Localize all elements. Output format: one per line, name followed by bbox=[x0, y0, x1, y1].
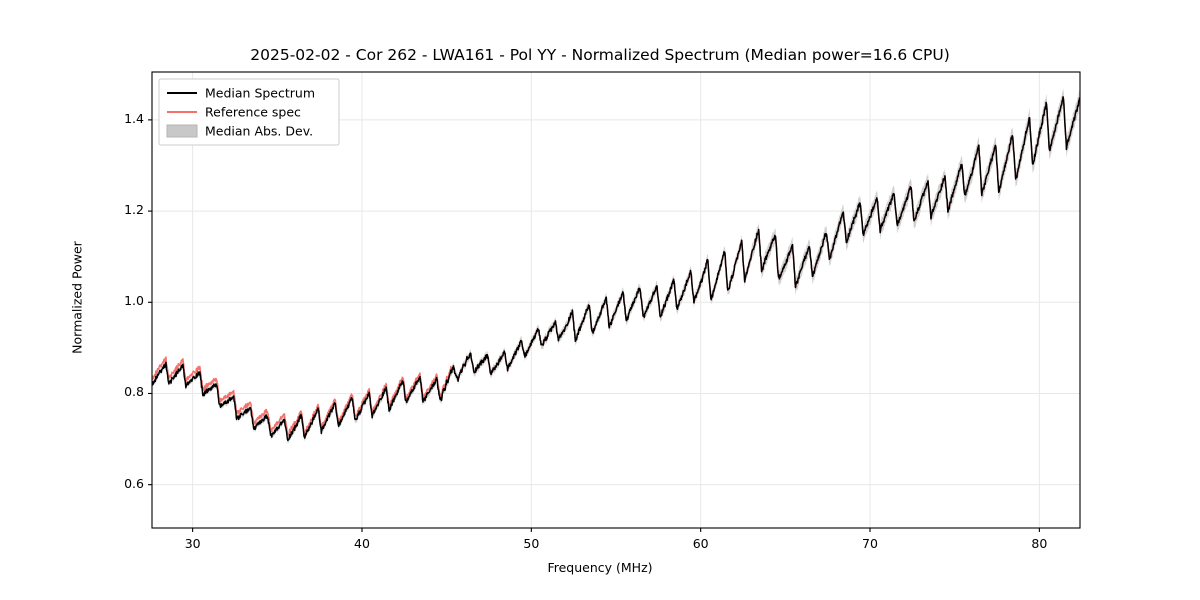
x-tick-label: 60 bbox=[692, 536, 709, 551]
chart-title: 2025-02-02 - Cor 262 - LWA161 - Pol YY -… bbox=[250, 46, 950, 64]
x-tick-label: 70 bbox=[862, 536, 878, 551]
legend-label: Median Abs. Dev. bbox=[205, 124, 313, 139]
y-tick-label: 0.6 bbox=[124, 475, 144, 491]
x-tick-label: 30 bbox=[184, 536, 201, 551]
plot-frame bbox=[151, 71, 1081, 529]
x-axis-label: Frequency (MHz) bbox=[547, 560, 653, 575]
y-tick-label: 1.4 bbox=[124, 110, 144, 126]
x-tick-label: 80 bbox=[1031, 536, 1048, 551]
median-spectrum-line bbox=[152, 96, 1080, 442]
axis-ticks bbox=[148, 119, 1040, 532]
legend-label: Median Spectrum bbox=[205, 86, 315, 101]
y-tick-label: 1.0 bbox=[124, 293, 144, 309]
plot-background bbox=[152, 72, 1080, 528]
legend-swatch bbox=[166, 124, 198, 138]
x-tick-label: 50 bbox=[523, 536, 540, 551]
chart-legend: Median Spectrum Reference spec Median Abs.… bbox=[158, 78, 340, 146]
legend-label: Reference spec bbox=[205, 105, 301, 120]
x-tick-label: 40 bbox=[354, 536, 370, 551]
y-tick-label: 0.8 bbox=[124, 384, 144, 400]
y-tick-label: 1.2 bbox=[124, 202, 144, 218]
